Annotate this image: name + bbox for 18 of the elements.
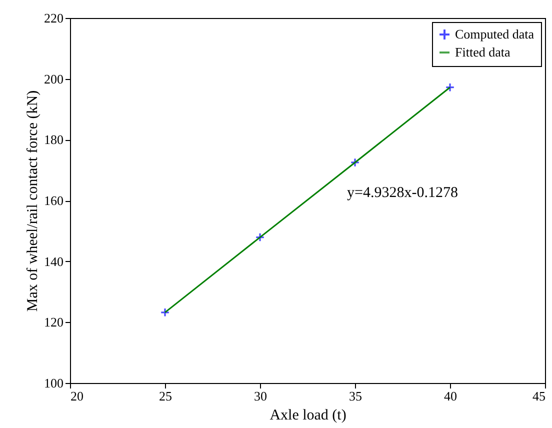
x-axis-title: Axle load (t) (270, 408, 346, 424)
y-tick-label: 220 (44, 10, 64, 26)
x-tick-label: 30 (254, 388, 267, 404)
y-tick-label: 180 (44, 132, 64, 148)
x-tick-label: 45 (532, 388, 546, 404)
legend-label: Fitted data (455, 44, 510, 60)
annotation: y=4.9328x-0.1278 (347, 185, 458, 201)
x-tick-label: 35 (349, 388, 362, 404)
legend-label: Computed data (455, 26, 534, 42)
y-tick-label: 140 (44, 254, 64, 269)
x-tick-label: 20 (70, 388, 84, 404)
y-tick-label: 200 (44, 71, 64, 86)
y-tick-label: 160 (44, 193, 64, 208)
x-tick-label: 40 (444, 388, 457, 404)
y-tick-label: 100 (44, 376, 64, 390)
x-tick-label: 25 (159, 388, 172, 404)
y-axis-title: Max of wheel/rail contact force (kN) (25, 90, 41, 312)
y-tick-label: 120 (44, 314, 64, 330)
